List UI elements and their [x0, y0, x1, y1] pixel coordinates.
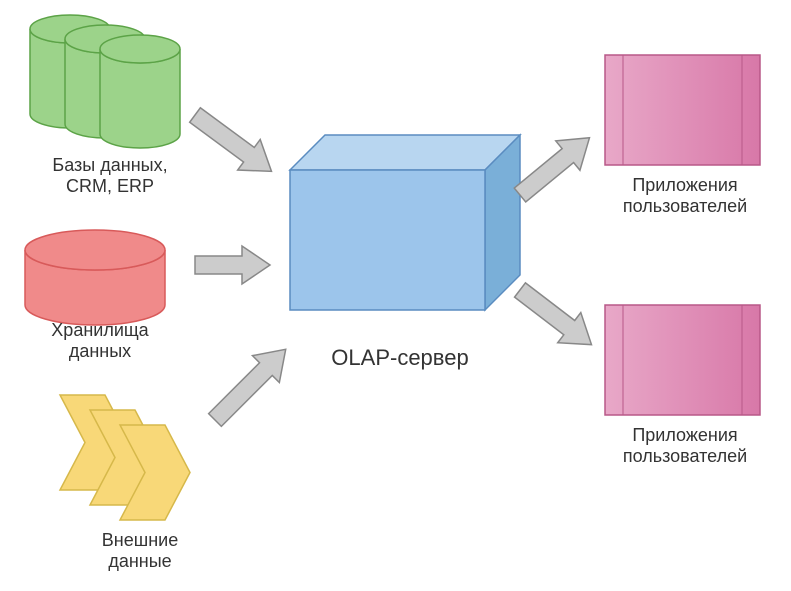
databases-label-2: CRM, ERP	[66, 176, 154, 196]
warehouse-label: Хранилища данных	[20, 320, 180, 362]
olap-label: OLAP-сервер	[300, 345, 500, 371]
external-label-2: данные	[108, 551, 171, 571]
app1-label-2: пользователей	[623, 196, 747, 216]
databases-label: Базы данных, CRM, ERP	[20, 155, 200, 197]
app2-label-1: Приложения	[632, 425, 737, 445]
warehouse-label-2: данных	[69, 341, 131, 361]
app2-label: Приложения пользователей	[595, 425, 775, 467]
olap-label-text: OLAP-сервер	[331, 345, 468, 370]
warehouse-label-1: Хранилища	[51, 320, 148, 340]
app1-label: Приложения пользователей	[595, 175, 775, 217]
app1-label-1: Приложения	[632, 175, 737, 195]
external-label: Внешние данные	[60, 530, 220, 572]
diagram-svg	[0, 0, 791, 591]
databases-label-1: Базы данных,	[52, 155, 167, 175]
app2-label-2: пользователей	[623, 446, 747, 466]
external-label-1: Внешние	[102, 530, 178, 550]
